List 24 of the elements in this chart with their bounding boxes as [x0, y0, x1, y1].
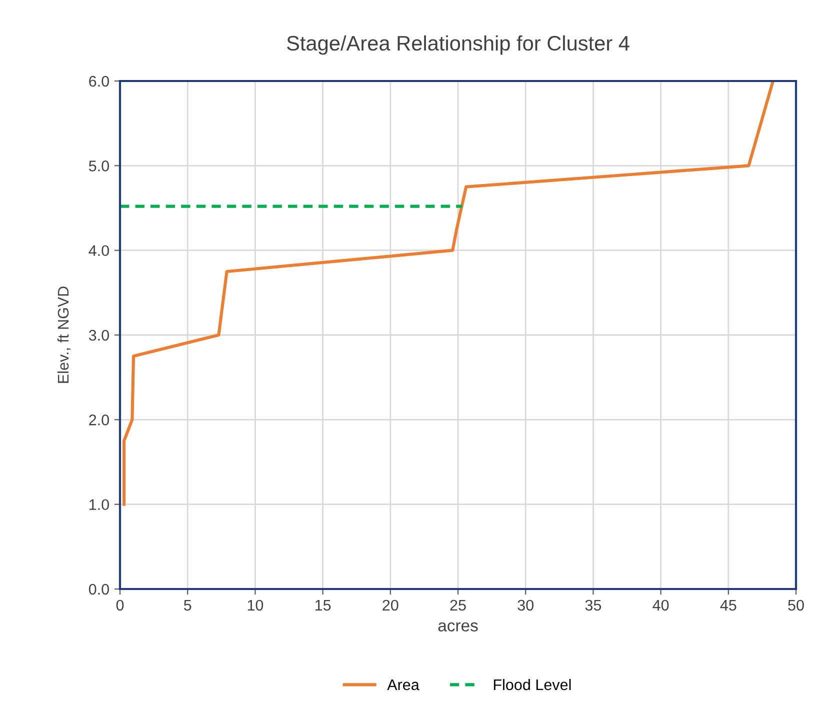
- x-axis-title: acres: [438, 622, 478, 632]
- line-series: [122, 81, 775, 506]
- x-tick-label: 45: [720, 600, 736, 611]
- y-tick-label: 6.0: [89, 76, 109, 87]
- y-tick-label: 4.0: [88, 245, 109, 256]
- y-tick-label: 2.0: [89, 414, 109, 426]
- y-tick-label: 3.0: [88, 330, 109, 341]
- x-tick-label: 30: [518, 600, 534, 611]
- x-tick-label: 0: [116, 600, 124, 611]
- x-tick-label: 20: [382, 600, 398, 611]
- x-tick-label: 15: [315, 600, 331, 611]
- y-tick-label: 5.0: [88, 160, 109, 172]
- legend-label: Flood Level: [494, 678, 571, 690]
- x-tick-label: 50: [788, 600, 804, 611]
- x-tick-label: 35: [585, 600, 602, 611]
- x-tick-label: 10: [248, 600, 264, 611]
- x-tick-label: 25: [450, 600, 466, 611]
- x-tick-label: 40: [652, 600, 669, 611]
- y-tick-label: 0.0: [88, 584, 109, 595]
- x-tick-label: 5: [184, 600, 192, 611]
- y-axis-title: Elev., ft NGVD: [57, 286, 70, 383]
- y-tick-label: 1.0: [90, 499, 109, 510]
- legend-label: Area: [387, 680, 420, 690]
- chart-title: Stage/Area Relationship for Cluster 4: [286, 35, 630, 55]
